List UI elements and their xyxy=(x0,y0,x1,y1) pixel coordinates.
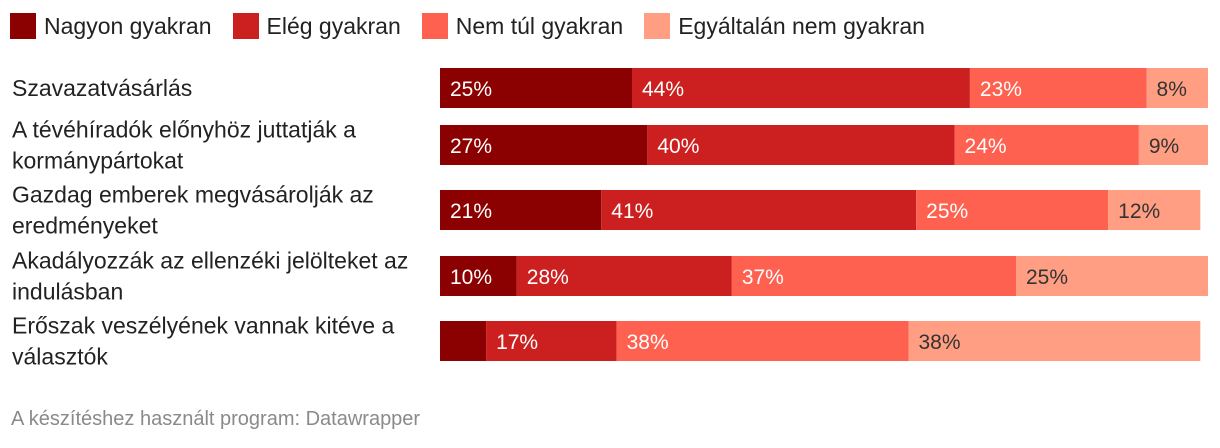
data-label: 41% xyxy=(611,200,653,223)
data-label: 17% xyxy=(496,331,538,354)
bar-segment xyxy=(647,125,955,165)
legend-label: Nem túl gyakran xyxy=(455,12,624,39)
category-label: A tévéhíradók előnyhöz juttatják a kormán… xyxy=(12,117,356,174)
legend-label: Egyáltalán nem gyakran xyxy=(678,12,925,39)
bar-segment xyxy=(1108,190,1201,230)
legend-item: Elég gyakran xyxy=(232,12,401,40)
bar-segment xyxy=(440,68,632,108)
stacked-bar-chart: Szavazatvásárlás 25% 44% 23% 8% A tévéhíradók… xyxy=(12,68,1208,370)
bar-segment xyxy=(486,321,617,361)
data-label: 44% xyxy=(642,78,684,101)
source-credit: A készítéshez használt program: Datawrap… xyxy=(11,408,421,430)
bar-segment xyxy=(440,190,602,230)
bar-segment xyxy=(1146,68,1208,108)
data-label: 12% xyxy=(1118,200,1160,223)
bar-segment xyxy=(1138,125,1208,165)
legend-label: Nagyon gyakran xyxy=(44,12,212,39)
legend-swatch xyxy=(232,13,259,39)
bar-segment xyxy=(440,125,648,165)
data-label: 37% xyxy=(742,266,784,289)
data-label: 38% xyxy=(918,331,960,354)
data-label: 38% xyxy=(627,331,669,354)
bar-segment xyxy=(516,256,732,296)
data-label: 21% xyxy=(450,200,492,223)
data-label: 24% xyxy=(965,135,1007,158)
data-label: 27% xyxy=(450,135,492,158)
bar-segment xyxy=(731,256,1016,296)
category-label: Szavazatvásárlás xyxy=(12,75,192,101)
legend-item: Nem túl gyakran xyxy=(421,12,624,40)
bar-segment xyxy=(601,190,917,230)
data-label: 25% xyxy=(926,200,968,223)
bar-segment xyxy=(632,68,970,108)
data-label: 40% xyxy=(657,135,699,158)
legend-swatch xyxy=(421,13,448,39)
chart-legend: Nagyon gyakran Elég gyakran Nem túl gyakra… xyxy=(10,10,946,42)
category-label: Gazdag emberek megvásárolják az eredménye… xyxy=(12,182,374,239)
bar-segment xyxy=(969,68,1147,108)
legend-label: Elég gyakran xyxy=(266,12,401,39)
data-label: 23% xyxy=(980,78,1022,101)
data-label: 25% xyxy=(450,78,492,101)
category-label: Akadályozzák az ellenzéki jelölteket az i… xyxy=(12,248,408,305)
bar-segment xyxy=(440,321,487,361)
bar-segment xyxy=(1016,256,1208,296)
legend-item: Nagyon gyakran xyxy=(10,13,212,40)
legend-swatch xyxy=(10,13,36,39)
bar-segment xyxy=(916,190,1109,230)
bar-segment xyxy=(616,321,909,361)
data-label: 10% xyxy=(450,266,492,289)
data-label: 9% xyxy=(1149,135,1179,158)
data-label: 8% xyxy=(1157,78,1187,101)
bar-segment xyxy=(908,321,1201,361)
bar-segment xyxy=(954,125,1139,165)
category-label: Erőszak veszélyének vannak kitéve a válas… xyxy=(12,313,394,370)
bar-segment xyxy=(440,256,517,296)
legend-item: Egyáltalán nem gyakran xyxy=(644,13,925,40)
data-label: 25% xyxy=(1026,266,1068,289)
data-label: 28% xyxy=(527,266,569,289)
legend-swatch xyxy=(644,13,671,39)
